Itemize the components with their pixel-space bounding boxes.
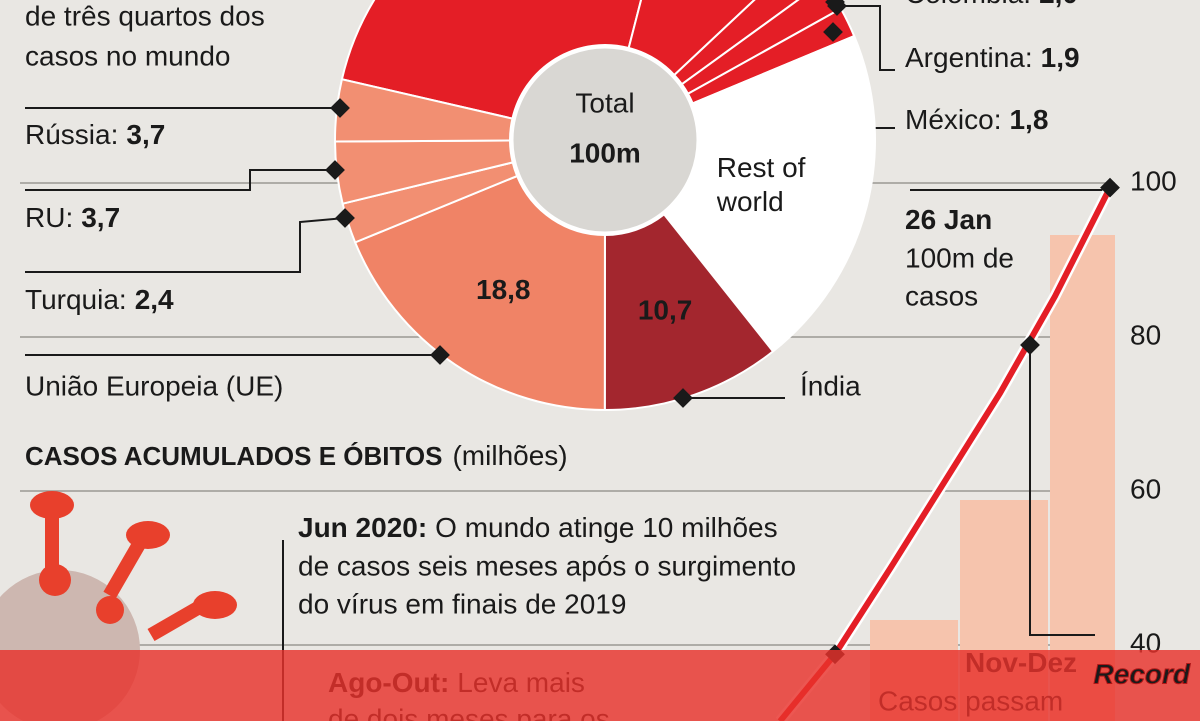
category-label: Rússia:: [25, 119, 118, 150]
category-label: Argentina:: [905, 42, 1033, 73]
category-label: União Europeia (UE): [25, 370, 283, 401]
virus-spikes: [30, 491, 237, 642]
diamond-marker: [330, 98, 350, 118]
value-label: 1,8: [1009, 104, 1048, 135]
spike: [39, 564, 71, 596]
header-line: de três quartos dos: [25, 0, 265, 31]
spike: [96, 596, 124, 624]
annotation-line: do vírus em finais de 2019: [298, 588, 626, 619]
watermark: Record: [1094, 658, 1191, 689]
spike: [147, 598, 207, 642]
category-label: Turquia:: [25, 284, 127, 315]
category-label: Colômbia:: [905, 0, 1031, 9]
diamond-marker: [325, 160, 345, 180]
category-label: Índia: [800, 370, 861, 401]
value-label: 2,4: [135, 284, 174, 315]
column: [1050, 235, 1115, 721]
annotation-label: Jun 2020: O mundo atinge 10 milhões: [298, 512, 778, 543]
category-label: Rest of world: [716, 151, 806, 217]
segment-label: Argentina: 1,9: [905, 42, 1080, 73]
value-label: 1,9: [1041, 42, 1080, 73]
spike: [45, 500, 59, 580]
segment-label: Rússia: 3,7: [25, 119, 165, 150]
value-label: 18,8: [476, 274, 531, 305]
annotation-line: O mundo atinge 10 milhões: [435, 512, 777, 543]
donut-hole: [510, 45, 700, 235]
donut-segment: [603, 212, 775, 412]
value-label: 3,7: [81, 202, 120, 233]
header-line: casos no mundo: [25, 40, 230, 71]
annotation-title: Jun 2020:: [298, 512, 427, 543]
value-label: 10,7: [638, 295, 693, 326]
line-chart-title: CASOS ACUMULADOS E ÓBITOS (milhões): [25, 440, 568, 471]
donut-segment: [334, 78, 514, 143]
diamond-marker: [430, 345, 450, 365]
leader-line: [837, 5, 895, 71]
donut-segment: [353, 174, 606, 412]
annotation-line: de casos seis meses após o surgimento: [298, 550, 796, 581]
spike: [103, 531, 151, 599]
category-label: RU:: [25, 202, 73, 233]
donut-segment: [662, 34, 876, 353]
center-label: Total: [575, 87, 634, 118]
spike: [193, 591, 237, 619]
segment-label: Turquia: 2,4: [25, 284, 174, 315]
annotation-line: 100m de: [905, 242, 1014, 273]
donut-segment: [340, 0, 643, 120]
banner: [0, 650, 1200, 721]
donut-segment: [627, 0, 756, 77]
diamond-marker: [335, 208, 355, 228]
segment-label: RU: 3,7: [25, 202, 120, 233]
category-label: Rest of world: [716, 151, 806, 217]
y-tick-label: 60: [1130, 473, 1161, 504]
title: CASOS ACUMULADOS E ÓBITOS: [25, 441, 442, 471]
donut-chart: Total100m25,4Colômbia:2,0Argentina:1,9Mé…: [25, 0, 1080, 412]
spike: [126, 521, 170, 549]
y-tick-label: 100: [1130, 165, 1177, 196]
value-label: 3,7: [126, 119, 165, 150]
unit: (milhões): [452, 440, 567, 471]
category-label: México:: [905, 104, 1001, 135]
center-value: 100m: [569, 137, 641, 168]
annotation-label: 26 Jan: [905, 204, 992, 235]
y-tick-label: 80: [1130, 319, 1161, 350]
leader-line: [25, 217, 346, 273]
header-text: de três quartos dos casos no mundo: [25, 0, 265, 71]
diamond-marker: [1020, 335, 1040, 355]
diamond-marker: [1100, 177, 1120, 198]
diamond-marker: [673, 388, 693, 408]
leader-line: [25, 169, 335, 191]
leader-line: [1029, 345, 1095, 636]
annotation-line: casos: [905, 280, 978, 311]
spike: [30, 491, 74, 519]
segment-label: México: 1,8: [905, 104, 1048, 135]
segment-label: Colômbia: 2,0: [905, 0, 1078, 9]
annotation-title: 26 Jan: [905, 204, 992, 235]
value-label: 2,0: [1039, 0, 1078, 9]
